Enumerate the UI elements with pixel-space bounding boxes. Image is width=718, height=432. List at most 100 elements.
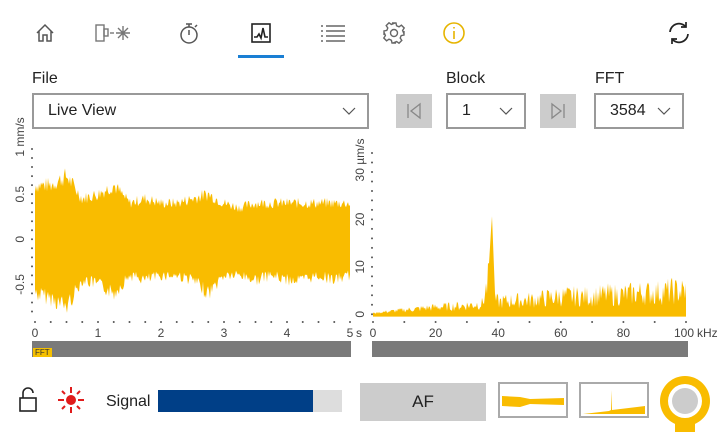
y-axis-tick [31,247,33,250]
x-tick-label: 5 [347,326,354,340]
time-range-bar[interactable] [32,341,351,357]
x-axis-tick [160,321,162,323]
fft-view-thumbnail[interactable] [579,382,649,418]
home-button[interactable] [32,20,58,46]
block-select-value: 1 [462,102,471,119]
x-axis-tick [49,321,52,323]
time-view-thumbnail[interactable] [498,382,568,418]
x-axis-tick [128,321,131,323]
file-select[interactable]: Live View [32,93,369,129]
chart-button[interactable] [248,20,274,46]
x-tick-label: 20 [429,326,443,340]
sensor-laser-icon [95,24,130,42]
x-axis-tick [497,321,500,323]
x-tick-label: 80 [617,326,631,340]
y-axis-tick [371,237,373,240]
y-axis-tick [31,256,33,259]
x-axis-tick [372,321,374,323]
gear-icon [382,21,406,45]
x-axis-tick [81,321,84,323]
sensor-button[interactable] [94,20,138,46]
signal-label: Signal [106,393,151,410]
y-axis-tick [371,152,373,154]
x-tick-label: 0 [32,326,39,340]
home-icon [36,23,54,42]
y-axis-tick [31,265,33,268]
y-axis-tick [31,292,33,295]
fft-select-value: 3584 [610,102,646,119]
x-axis-tick [559,321,562,323]
y-tick-label: 20 [353,212,367,226]
settings-button[interactable] [381,20,407,46]
time-thumbnail-preview [502,396,564,407]
laser-indicator-icon [58,387,84,413]
x-axis-tick [622,321,625,323]
y-axis-tick [31,211,33,214]
refresh-button[interactable] [666,20,692,46]
x-axis-tick [112,321,115,323]
info-button[interactable] [441,20,467,46]
y-tick-label: 0.5 [13,185,27,202]
x-axis-tick [685,321,687,323]
x-axis-tick [191,321,194,323]
y-axis-tick [31,310,33,313]
chevron-down-icon [499,107,513,115]
x-axis-tick [65,321,68,323]
x-axis-tick [238,321,241,323]
fft-thumbnail-preview [583,390,645,414]
x-axis-tick [97,321,99,323]
block-select[interactable]: 1 [446,93,526,129]
last-block-button[interactable] [540,94,576,128]
x-axis-tick [34,321,36,323]
frequency-range-bar[interactable] [372,341,688,357]
fft-select[interactable]: 3584 [594,93,684,129]
timer-button[interactable] [176,20,202,46]
y-axis-tick [371,246,373,249]
y-tick-label: 10 [353,260,367,274]
time-signal-area [35,168,350,313]
x-axis-tick [528,321,531,323]
y-axis-tick [31,184,33,187]
x-tick-label: 3 [221,326,228,340]
y-axis-tick [371,256,373,259]
x-tick-label: 100 [674,326,694,340]
autofocus-button[interactable]: AF [360,383,486,421]
list-button[interactable] [320,20,346,46]
skip-back-icon [407,102,421,120]
y-axis-tick [371,161,373,164]
x-unit-label: kHz [697,326,718,340]
skip-forward-icon [551,102,565,120]
x-axis-tick [317,321,320,323]
x-axis-tick [301,321,304,323]
y-axis-tick [371,284,373,287]
y-tick-label: 0 [13,236,27,243]
y-axis-tick [31,157,33,160]
x-tick-label: 1 [95,326,102,340]
unlock-icon[interactable] [18,386,40,414]
y-axis-tick [371,180,373,183]
x-axis-tick [254,321,257,323]
y-tick-label: 1 mm/s [13,117,27,156]
block-label: Block [446,70,486,87]
first-block-button[interactable] [396,94,432,128]
x-axis-tick [144,321,147,323]
x-axis-tick [349,321,351,323]
y-axis-tick [31,202,33,205]
y-axis-tick [371,208,373,211]
fft-window-marker[interactable]: FFT [33,348,52,357]
x-axis-tick [223,321,225,323]
y-axis-tick [31,229,33,232]
stopwatch-icon [180,23,198,44]
file-label: File [32,70,58,87]
y-axis-tick [371,199,373,202]
x-axis-tick [434,321,437,323]
signal-level-fill [158,390,313,412]
y-axis-tick [371,313,373,316]
y-tick-label: 0 [353,311,367,318]
y-axis-tick [31,274,33,277]
x-axis-tick [286,321,288,323]
x-axis-tick [270,321,273,323]
x-axis-tick [591,321,594,323]
y-axis-tick [371,170,373,173]
